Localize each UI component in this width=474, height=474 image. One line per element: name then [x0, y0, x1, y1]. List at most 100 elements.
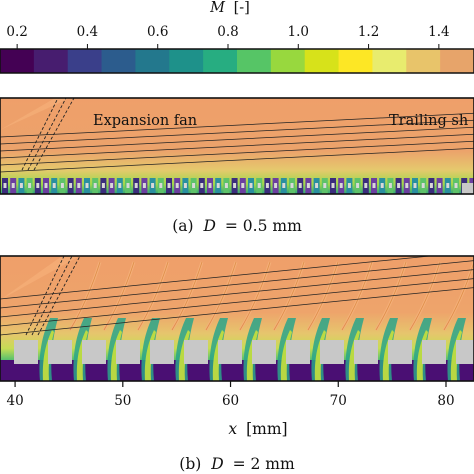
panel-b-streamlines	[0, 256, 474, 336]
panel-a-wall-end	[462, 183, 474, 194]
panel-b-shock-line	[239, 261, 271, 331]
panel-a-pore	[233, 183, 237, 188]
panel-a-pore	[19, 183, 23, 188]
panel-a-streamline	[0, 147, 474, 173]
panel-a-pore	[36, 183, 40, 188]
colorbar-cell	[135, 49, 170, 73]
panel-a-annotation-expansion-fan: Expansion fan	[93, 113, 197, 129]
panel-a-pore	[200, 183, 204, 188]
panel-a-pore	[380, 183, 384, 188]
panel-a-frame	[0, 97, 474, 195]
panel-a-pore	[175, 183, 179, 188]
colorbar-label: M [-]	[209, 0, 250, 16]
panel-b-shock-patterns	[68, 261, 474, 331]
colorbar-cell	[169, 49, 204, 73]
panel-a-pore	[93, 183, 97, 188]
colorbar-label-var: M	[209, 0, 226, 16]
colorbar-cell	[67, 49, 103, 73]
colorbar-frame	[0, 48, 474, 74]
panel-a-pore	[257, 183, 261, 188]
panel-a-pore	[274, 183, 278, 188]
panel-a-pore	[167, 183, 171, 188]
panel-b-expansion-fan-region	[0, 256, 80, 300]
colorbar-tick-label: 0.6	[147, 24, 168, 40]
panel-a-streamlines	[0, 112, 474, 173]
panel-a-pore	[142, 183, 146, 188]
panel-b-solid-block	[218, 340, 242, 364]
panel-a-pore	[126, 183, 130, 188]
x-tick-label: 80	[437, 393, 454, 409]
x-tick-label: 50	[114, 393, 131, 409]
panel-b-solid-block	[320, 340, 344, 364]
colorbar-label-unit: [-]	[234, 0, 250, 16]
colorbar-tick-label: 1.4	[428, 24, 449, 40]
panel-a-pore	[101, 183, 105, 188]
panel-b-caption-value: = 2 mm	[233, 455, 295, 473]
panel-a-pore	[249, 183, 253, 188]
panel-a-annotation-trailing-shock: Trailing sh	[389, 113, 468, 129]
panel-b-solid-block	[286, 340, 310, 364]
panel-b-shock-line	[307, 261, 339, 331]
colorbar-cell	[203, 49, 238, 73]
panel-b-shock-line	[69, 261, 101, 331]
colorbar-cell	[304, 49, 340, 73]
panel-a-pore	[282, 183, 286, 188]
panel-a-pore	[44, 183, 48, 188]
panel-a-pore	[364, 183, 368, 188]
panel-b-shock-line	[409, 261, 441, 331]
panel-a-pore	[306, 183, 310, 188]
panel-b-solid-block	[116, 340, 140, 364]
panel-b-caption-var: D	[210, 455, 224, 473]
colorbar-tick-label: 0.8	[217, 24, 238, 40]
x-axis-label: x [mm]	[228, 420, 287, 438]
panel-a-caption: (a) D = 0.5 mm	[172, 217, 302, 235]
colorbar-cell	[270, 49, 306, 73]
panel-b-streamline	[0, 260, 474, 309]
x-tick-label: 40	[6, 393, 23, 409]
colorbar-cell	[101, 49, 137, 73]
panel-a-pore	[298, 183, 302, 188]
panel-b-solid-block	[48, 340, 72, 364]
colorbar-tick-label: 0.4	[77, 24, 98, 40]
panel-a-pore	[331, 183, 335, 188]
panel-a-pore	[290, 183, 294, 188]
panel-b-solid-block	[150, 340, 174, 364]
panel-a-pore	[3, 183, 7, 188]
panel-a-pore	[118, 183, 122, 188]
colorbar-cell	[237, 49, 272, 73]
panel-a-expansion-fan-region	[0, 98, 70, 130]
panel-b-frame	[0, 255, 474, 382]
panel-a-pore	[454, 183, 458, 188]
panel-a-pore	[413, 183, 417, 188]
panel-a-pore	[339, 183, 343, 188]
panel-a-pore	[60, 183, 64, 188]
panel-a-pore	[110, 183, 114, 188]
panel-a-pore	[216, 183, 220, 188]
colorbar-cell	[372, 49, 407, 73]
x-tick-label: 70	[330, 393, 347, 409]
panel-a-pore	[315, 183, 319, 188]
panel-a-pore	[28, 183, 32, 188]
x-axis-label-unit: [mm]	[246, 420, 288, 438]
colorbar-cells	[0, 49, 474, 73]
panel-a-pore	[421, 183, 425, 188]
panel-a-pore	[224, 183, 228, 188]
panel-b-solid-block	[354, 340, 378, 364]
x-axis-ticks: 40 50 60 70 80	[6, 381, 455, 409]
colorbar-tick-label: 1.0	[288, 24, 309, 40]
panel-a-pore	[134, 183, 138, 188]
colorbar-tick-label: 1.2	[358, 24, 379, 40]
panel-a-pore	[438, 183, 442, 188]
panel-a-caption-var: D	[203, 217, 217, 235]
panel-b-solid-block	[456, 340, 474, 364]
colorbar-cell	[0, 49, 35, 73]
panel-a-streamline	[0, 112, 474, 138]
panel-b-shock-line	[341, 261, 373, 331]
panel-a-streamline	[0, 126, 474, 152]
panel-a-streamline	[0, 140, 474, 166]
panel-b-shock-line	[375, 261, 407, 331]
panel-a-pore	[446, 183, 450, 188]
panel-b-solid-block	[82, 340, 106, 364]
panel-a-pore	[208, 183, 212, 188]
